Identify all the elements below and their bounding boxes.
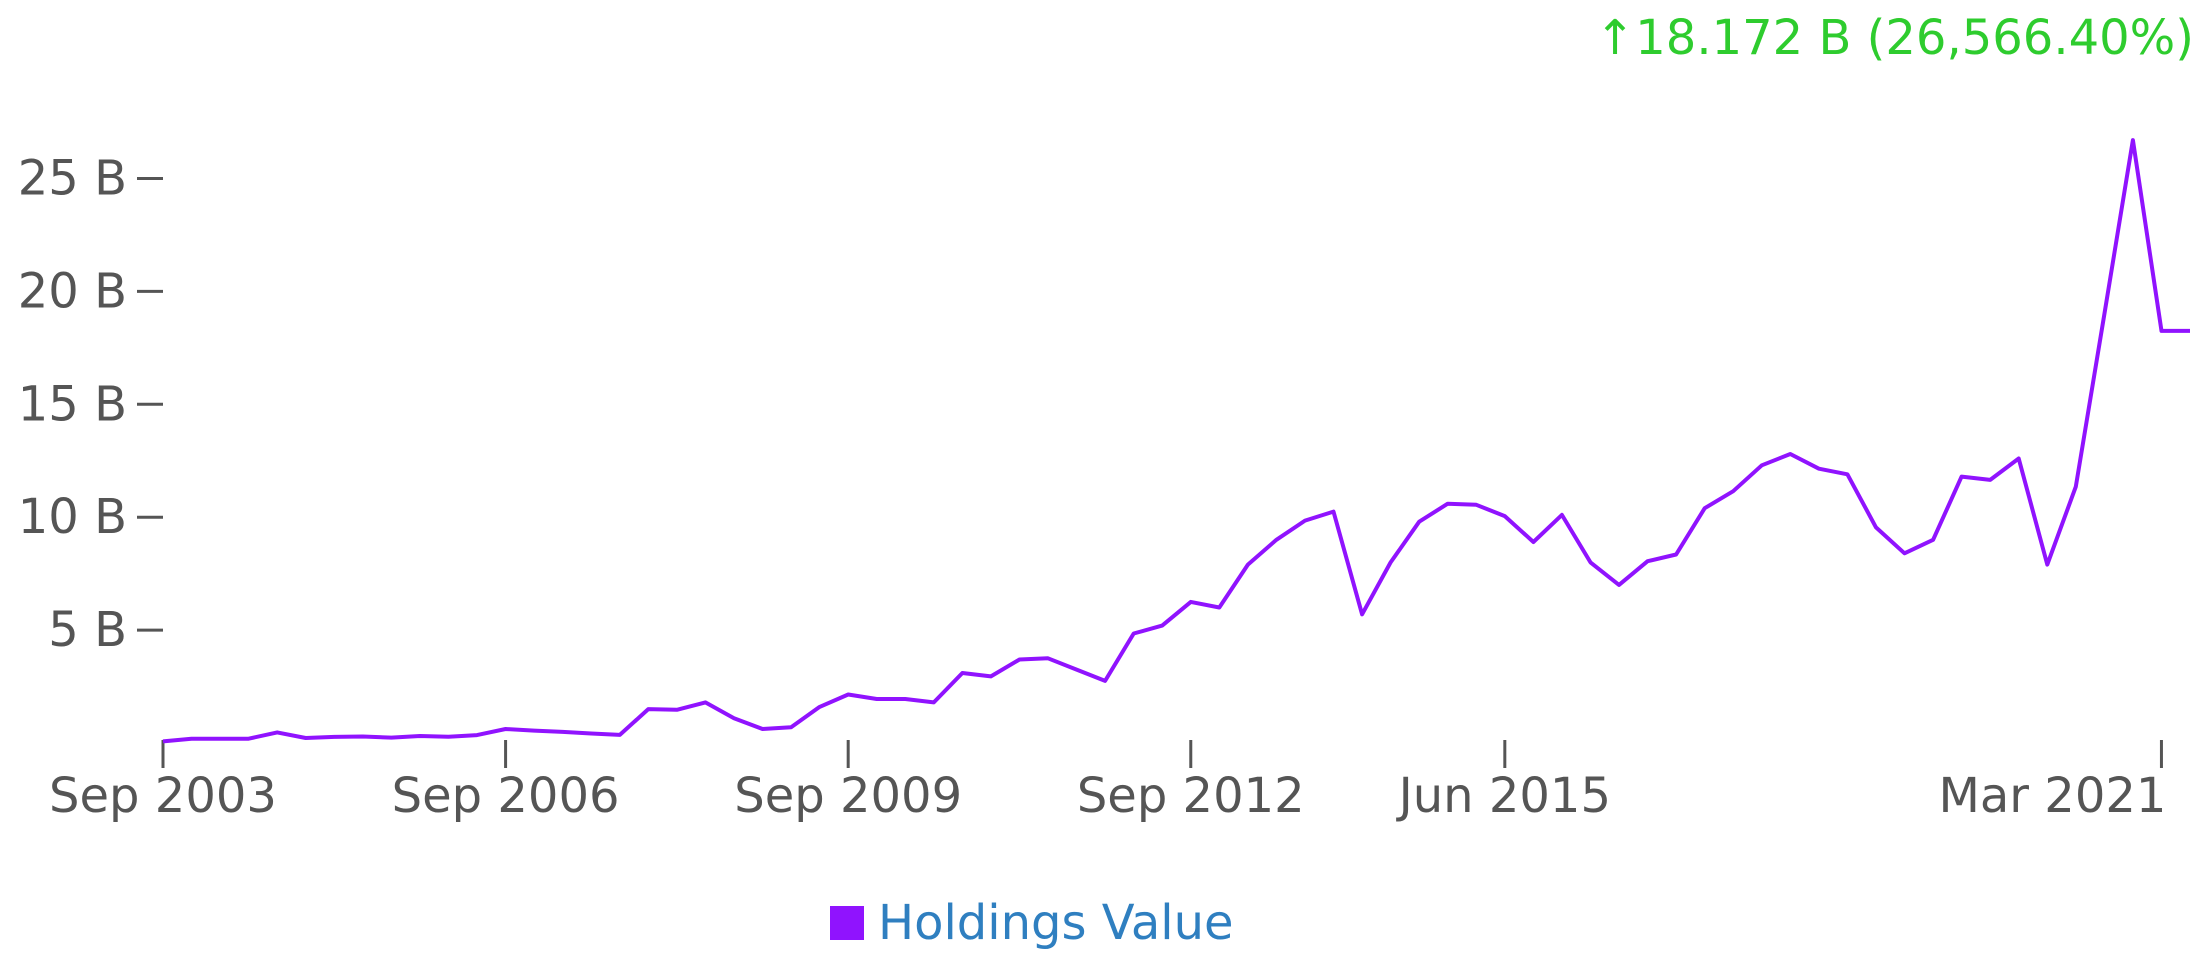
x-tick-label: Sep 2012 [1077,768,1305,824]
x-tick-label: Jun 2015 [1396,768,1611,824]
y-tick-label: 25 B [18,151,127,207]
change-value: 18.172 B (26,566.40%) [1635,10,2194,66]
legend-label: Holdings Value [878,895,1234,951]
series-line-holdings-value [162,138,2190,744]
x-axis: Sep 2003 Sep 2006 Sep 2009 Sep 2012 Jun 2015… [49,740,2166,824]
change-indicator: ↑18.172 B (26,566.40%) [1595,10,2194,66]
y-tick-label: 10 B [18,489,127,545]
legend[interactable]: Holdings Value [830,893,1234,953]
x-tick-label: Sep 2009 [734,768,962,824]
y-tick-label: 20 B [18,263,127,319]
x-tick-label: Sep 2006 [392,768,620,824]
arrow-up-icon: ↑ [1595,10,1636,66]
y-tick-label: 15 B [18,376,127,432]
y-tick-label: 5 B [48,602,127,658]
x-tick-label: Sep 2003 [49,768,277,824]
legend-swatch-icon [830,906,864,940]
x-tick-label: Mar 2021 [1938,768,2166,824]
y-axis: 5 B 10 B 15 B 20 B 25 B [18,151,163,658]
